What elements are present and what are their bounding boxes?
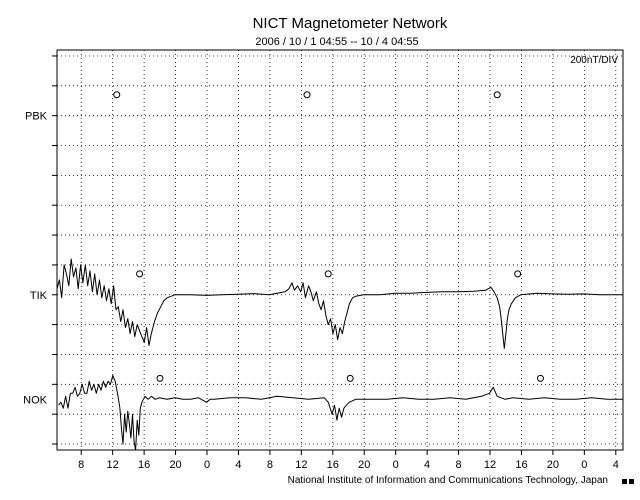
x-tick-label: 8 bbox=[78, 459, 84, 471]
x-tick-label: 16 bbox=[515, 459, 527, 471]
station-label-nok: NOK bbox=[23, 394, 48, 406]
noon-marker-pbk bbox=[493, 91, 501, 99]
x-tick-label: 20 bbox=[358, 459, 370, 471]
x-tick-label: 16 bbox=[327, 459, 339, 471]
trace-tik bbox=[56, 258, 623, 349]
noon-marker-nok bbox=[346, 374, 354, 382]
x-tick-label: 0 bbox=[393, 459, 399, 471]
x-tick-label: 4 bbox=[424, 459, 430, 471]
noon-marker-tik bbox=[136, 270, 144, 278]
x-tick-label: 12 bbox=[295, 459, 307, 471]
credit-text: National Institute of Information and Co… bbox=[288, 475, 608, 486]
scale-label: 200nT/DIV bbox=[570, 55, 618, 66]
station-label-pbk: PBK bbox=[25, 111, 48, 123]
trace-nok bbox=[58, 374, 623, 451]
axis-ticks: 8 12 16 20 0 4 8 12 16 20 0 4 8 12 16 20 0 4 bbox=[52, 55, 619, 471]
x-tick-label: 8 bbox=[456, 459, 462, 471]
noon-marker-tik bbox=[324, 270, 332, 278]
logo-mark bbox=[622, 479, 627, 484]
x-tick-label: 0 bbox=[581, 459, 587, 471]
grid bbox=[57, 50, 623, 450]
noon-marker-pbk bbox=[113, 91, 121, 99]
x-tick-label: 0 bbox=[204, 459, 210, 471]
plot-frame bbox=[56, 49, 624, 451]
x-tick-label: 4 bbox=[235, 459, 241, 471]
chart-title: NICT Magnetometer Network bbox=[253, 15, 448, 32]
x-tick-label: 12 bbox=[484, 459, 496, 471]
x-tick-label: 12 bbox=[107, 459, 119, 471]
x-tick-label: 20 bbox=[547, 459, 559, 471]
noon-marker-nok bbox=[536, 374, 544, 382]
x-tick-label: 4 bbox=[613, 459, 619, 471]
x-tick-label: 16 bbox=[138, 459, 150, 471]
logo-mark bbox=[629, 479, 634, 484]
station-labels: PBK TIK NOK bbox=[23, 111, 48, 407]
station-label-tik: TIK bbox=[30, 290, 48, 302]
noon-marker-pbk bbox=[303, 91, 311, 99]
noon-marker-nok bbox=[156, 374, 164, 382]
x-tick-label: 20 bbox=[169, 459, 181, 471]
noon-markers bbox=[113, 91, 544, 382]
x-tick-label: 8 bbox=[267, 459, 273, 471]
chart-subtitle: 2006 / 10 / 1 04:55 -- 10 / 4 04:55 bbox=[255, 36, 418, 48]
noon-marker-tik bbox=[514, 270, 522, 278]
series bbox=[56, 258, 623, 451]
